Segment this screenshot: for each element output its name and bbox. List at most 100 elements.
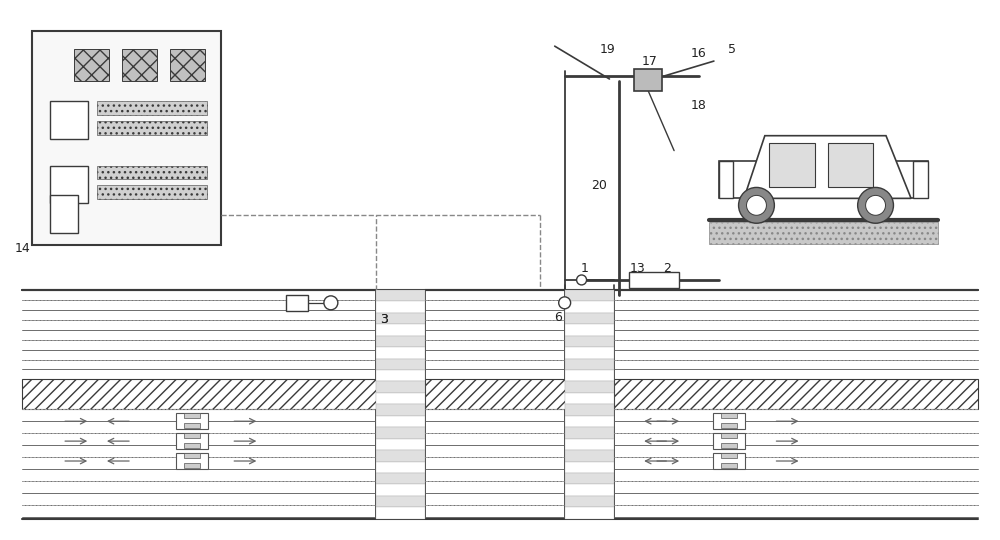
Bar bbox=[565, 450, 614, 462]
Bar bbox=[565, 336, 614, 347]
Text: 20: 20 bbox=[592, 179, 607, 192]
Bar bbox=[828, 143, 873, 187]
Bar bbox=[97, 166, 207, 179]
Bar bbox=[50, 166, 88, 204]
Bar bbox=[634, 69, 662, 91]
Bar bbox=[721, 443, 737, 448]
Bar bbox=[376, 496, 425, 507]
Text: 19: 19 bbox=[600, 43, 615, 56]
Bar bbox=[565, 370, 614, 381]
Bar bbox=[913, 160, 928, 198]
Bar bbox=[376, 301, 425, 313]
Bar bbox=[176, 433, 208, 449]
Circle shape bbox=[866, 195, 886, 215]
Bar bbox=[565, 313, 614, 324]
Text: 6: 6 bbox=[554, 311, 562, 324]
Bar bbox=[425, 380, 565, 409]
Bar bbox=[376, 507, 425, 519]
Bar bbox=[32, 31, 221, 245]
Bar bbox=[184, 443, 200, 448]
Bar bbox=[376, 416, 425, 427]
Bar bbox=[565, 381, 614, 393]
Bar bbox=[376, 313, 425, 324]
Bar bbox=[721, 413, 737, 418]
Bar bbox=[184, 433, 200, 438]
Bar bbox=[376, 370, 425, 381]
Bar bbox=[122, 49, 157, 81]
Circle shape bbox=[324, 296, 338, 310]
Bar bbox=[184, 413, 200, 418]
Bar bbox=[97, 185, 207, 199]
Bar bbox=[97, 101, 207, 115]
Bar bbox=[176, 413, 208, 429]
Bar bbox=[50, 101, 88, 139]
Bar bbox=[721, 463, 737, 468]
Bar bbox=[721, 423, 737, 428]
Bar bbox=[565, 507, 614, 519]
Circle shape bbox=[747, 195, 766, 215]
Bar bbox=[565, 484, 614, 496]
Bar bbox=[709, 222, 938, 244]
Circle shape bbox=[559, 297, 571, 309]
Bar bbox=[376, 324, 425, 336]
Bar bbox=[565, 359, 614, 370]
Bar bbox=[719, 160, 928, 198]
Circle shape bbox=[858, 187, 893, 223]
Text: 2: 2 bbox=[663, 261, 671, 274]
Text: 1: 1 bbox=[581, 261, 589, 274]
Bar bbox=[376, 438, 425, 450]
Bar bbox=[565, 416, 614, 427]
Bar bbox=[713, 433, 745, 449]
Bar bbox=[565, 290, 614, 301]
Text: 18: 18 bbox=[691, 99, 707, 112]
Text: 3: 3 bbox=[380, 313, 388, 326]
Bar bbox=[376, 336, 425, 347]
Bar bbox=[184, 423, 200, 428]
Bar bbox=[565, 301, 614, 313]
Bar bbox=[565, 347, 614, 359]
Bar bbox=[184, 463, 200, 468]
Circle shape bbox=[577, 275, 587, 285]
Bar bbox=[376, 404, 425, 416]
Bar bbox=[184, 453, 200, 458]
Bar bbox=[565, 473, 614, 484]
Polygon shape bbox=[744, 136, 911, 198]
Bar bbox=[74, 49, 109, 81]
Text: 3: 3 bbox=[380, 313, 388, 326]
Bar bbox=[376, 381, 425, 393]
Bar bbox=[176, 453, 208, 469]
Text: 17: 17 bbox=[641, 55, 657, 68]
Bar bbox=[565, 496, 614, 507]
Bar bbox=[50, 195, 78, 233]
Bar bbox=[713, 413, 745, 429]
Bar bbox=[376, 347, 425, 359]
Bar bbox=[376, 462, 425, 473]
Bar bbox=[376, 290, 425, 301]
Bar bbox=[565, 438, 614, 450]
Bar bbox=[719, 160, 733, 198]
Bar bbox=[565, 427, 614, 438]
Bar bbox=[721, 453, 737, 458]
Text: 13: 13 bbox=[629, 261, 645, 274]
Bar bbox=[376, 484, 425, 496]
Bar bbox=[170, 49, 205, 81]
Bar bbox=[565, 462, 614, 473]
Bar bbox=[376, 473, 425, 484]
Bar bbox=[376, 450, 425, 462]
Bar bbox=[629, 272, 679, 288]
Bar bbox=[769, 143, 815, 187]
Bar bbox=[614, 380, 978, 409]
Text: 5: 5 bbox=[728, 43, 736, 56]
Bar bbox=[376, 359, 425, 370]
Bar bbox=[97, 121, 207, 134]
Bar bbox=[286, 295, 308, 311]
Bar bbox=[22, 380, 376, 409]
Circle shape bbox=[739, 187, 774, 223]
Text: 14: 14 bbox=[15, 241, 30, 255]
Bar bbox=[565, 324, 614, 336]
Bar bbox=[713, 453, 745, 469]
Bar bbox=[376, 393, 425, 404]
Bar bbox=[721, 433, 737, 438]
Bar bbox=[565, 393, 614, 404]
Bar bbox=[376, 427, 425, 438]
